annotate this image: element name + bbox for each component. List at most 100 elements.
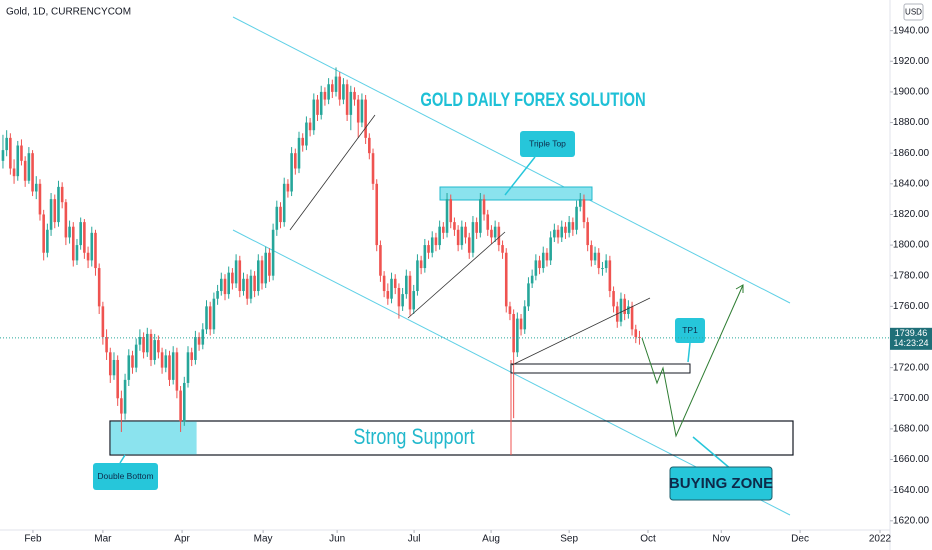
chart-title: GOLD DAILY FOREX SOLUTION — [420, 89, 645, 110]
triple-top-zone — [439, 186, 593, 201]
candle-body — [342, 84, 345, 100]
candle-body — [83, 222, 86, 253]
callout-pointer — [504, 156, 536, 196]
candle-body — [205, 306, 208, 330]
drawings-front: Triple Top Double Bottom TP1 BUYING ZONE… — [93, 89, 773, 501]
candle-body — [190, 352, 193, 360]
candle-body — [75, 245, 79, 261]
currency-box[interactable] — [903, 3, 924, 21]
candle-body — [586, 222, 589, 246]
support-fill — [110, 421, 197, 455]
candle-body — [578, 199, 582, 207]
candle-body — [242, 278, 245, 292]
y-tick-label: 1880.00 — [893, 117, 930, 128]
candle-body — [23, 160, 27, 181]
candle-body — [31, 153, 34, 192]
candle-body — [527, 283, 530, 307]
candle-body — [175, 352, 179, 391]
currency-label: USD — [905, 8, 922, 17]
candle-body — [575, 206, 578, 230]
callout-text: BUYING ZONE — [669, 475, 773, 492]
candle-body — [419, 260, 423, 269]
x-tick-label: Nov — [712, 534, 730, 545]
candle-body — [227, 272, 230, 295]
symbol-label: Gold, 1D, CURRENCYCOM — [6, 7, 131, 18]
candle-body — [627, 306, 630, 315]
candle-body — [460, 226, 464, 246]
callout-text: Triple Top — [529, 138, 566, 148]
candle-body — [1, 150, 5, 161]
candle-body — [90, 232, 94, 261]
candle-body — [186, 352, 190, 383]
callout-pointer — [119, 454, 126, 464]
candle-body — [142, 336, 145, 353]
candle-body — [334, 76, 338, 92]
candle-body — [27, 153, 31, 181]
candle-body — [371, 153, 375, 184]
candle-body — [131, 355, 134, 368]
candle-body — [519, 318, 523, 330]
candle-body — [60, 186, 64, 203]
channel-upper — [232, 16, 791, 304]
candle-body — [94, 232, 97, 269]
candle-body — [634, 329, 638, 337]
candle-body — [501, 245, 504, 253]
candle-body — [182, 382, 186, 422]
y-tick-label: 1800.00 — [893, 240, 930, 251]
candle-body — [112, 359, 116, 376]
candle-body — [34, 183, 38, 192]
candle-body — [208, 306, 212, 330]
callout-text: TP1 — [682, 325, 698, 335]
candle-body — [486, 214, 490, 230]
candle-body — [623, 298, 626, 315]
candle-body — [149, 333, 153, 360]
candle-body — [305, 122, 308, 146]
candle-body — [68, 226, 71, 238]
candle-body — [238, 260, 242, 292]
candle-body — [234, 260, 238, 284]
candle-body — [116, 359, 119, 399]
y-tick-label: 1700.00 — [893, 393, 930, 404]
candle-body — [534, 260, 538, 276]
candle-body — [46, 229, 49, 253]
y-tick-label: 1780.00 — [893, 270, 930, 281]
candle-body — [105, 336, 108, 353]
candle-body — [464, 226, 467, 238]
x-tick-label: Sep — [560, 534, 578, 545]
candle-body — [49, 199, 53, 230]
candle-body — [490, 229, 493, 238]
callout — [669, 466, 773, 501]
candle-body — [482, 199, 486, 215]
candle-body — [160, 352, 164, 368]
x-tick-label: 2022 — [869, 534, 892, 545]
candle-body — [20, 145, 23, 161]
candle-body — [123, 379, 127, 414]
candle-body — [504, 252, 508, 307]
candle-body — [331, 84, 334, 92]
y-tick-label: 1760.00 — [893, 301, 930, 312]
candle-body — [427, 245, 430, 253]
x-tick-label: Apr — [174, 534, 190, 545]
candle-body — [268, 252, 271, 276]
candle-body — [297, 137, 301, 169]
candle-body — [375, 183, 379, 246]
projection-arrow — [735, 284, 744, 293]
candle-body — [408, 275, 412, 310]
candle-body — [319, 91, 323, 115]
candle-body — [430, 237, 434, 253]
candle-body — [571, 222, 575, 230]
trend-line — [511, 297, 651, 366]
candle-body — [127, 355, 131, 380]
candle-body — [216, 291, 219, 299]
candle-body — [164, 355, 168, 368]
x-tick-label: Mar — [94, 534, 112, 545]
candle-body — [360, 99, 364, 123]
candle-body — [553, 229, 556, 238]
y-tick-label: 1840.00 — [893, 178, 930, 189]
y-tick-label: 1720.00 — [893, 362, 930, 373]
y-tick-label: 1820.00 — [893, 209, 930, 220]
candle-body — [601, 268, 604, 270]
x-tick-label: Feb — [24, 534, 42, 545]
